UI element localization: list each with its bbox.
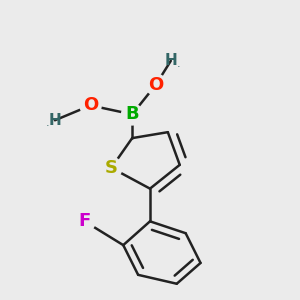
Text: .: . xyxy=(176,59,180,69)
Circle shape xyxy=(79,94,102,117)
Circle shape xyxy=(121,103,143,126)
Text: F: F xyxy=(79,212,91,230)
Text: .: . xyxy=(46,118,49,128)
Text: S: S xyxy=(105,159,118,177)
Text: B: B xyxy=(125,105,139,123)
Text: H: H xyxy=(49,113,61,128)
Circle shape xyxy=(145,73,167,96)
Circle shape xyxy=(100,157,123,179)
Text: O: O xyxy=(83,96,98,114)
Circle shape xyxy=(73,210,96,233)
Text: O: O xyxy=(148,76,164,94)
Text: H: H xyxy=(164,53,177,68)
